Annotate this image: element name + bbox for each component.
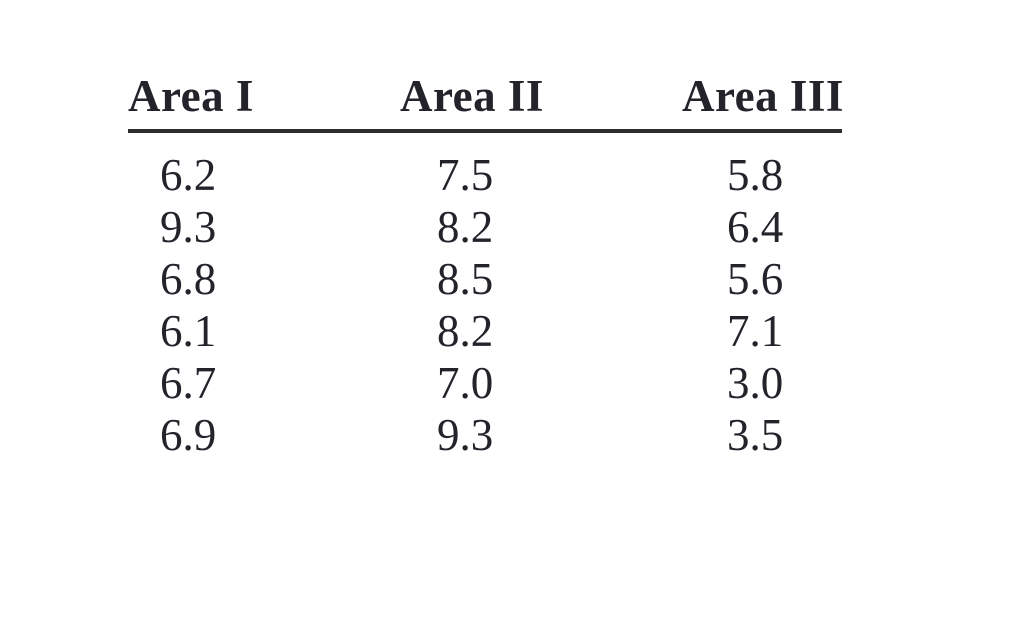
table-cell: 9.3 [437, 410, 494, 460]
table-cell: 6.2 [160, 150, 217, 200]
table-cell: 5.8 [727, 150, 784, 200]
table-cell: 6.1 [160, 306, 217, 356]
column-header-area-ii: Area II [400, 70, 682, 133]
table-row: 6.9 9.3 3.5 [128, 409, 842, 461]
table-cell: 3.0 [727, 358, 784, 408]
table-header: Area I Area II Area III [128, 70, 843, 133]
table-cell: 8.2 [437, 202, 494, 252]
table-row: 6.8 8.5 5.6 [128, 253, 842, 305]
table-row: 6.1 8.2 7.1 [128, 305, 842, 357]
table-cell: 6.4 [727, 202, 784, 252]
table-cell: 7.1 [727, 306, 784, 356]
table-cell: 6.9 [160, 410, 217, 460]
header-row: Area I Area II Area III [128, 70, 843, 133]
table-cell: 8.2 [437, 306, 494, 356]
table-cell: 7.0 [437, 358, 494, 408]
table-cell: 5.6 [727, 254, 784, 304]
table-cell: 7.5 [437, 150, 494, 200]
table-row: 6.2 7.5 5.8 [128, 131, 842, 201]
column-header-area-iii: Area III [682, 70, 843, 133]
table-row: 9.3 8.2 6.4 [128, 201, 842, 253]
table-cell: 8.5 [437, 254, 494, 304]
column-header-area-i: Area I [128, 70, 400, 133]
table-cell: 3.5 [727, 410, 784, 460]
table-body: 6.2 7.5 5.8 9.3 8.2 6.4 6.8 8.5 5.6 6.1 … [128, 131, 842, 461]
table-cell: 9.3 [160, 202, 217, 252]
table-cell: 6.8 [160, 254, 217, 304]
table-row: 6.7 7.0 3.0 [128, 357, 842, 409]
area-data-table: Area I Area II Area III 6.2 7.5 5.8 9.3 … [128, 70, 843, 461]
table-cell: 6.7 [160, 358, 217, 408]
